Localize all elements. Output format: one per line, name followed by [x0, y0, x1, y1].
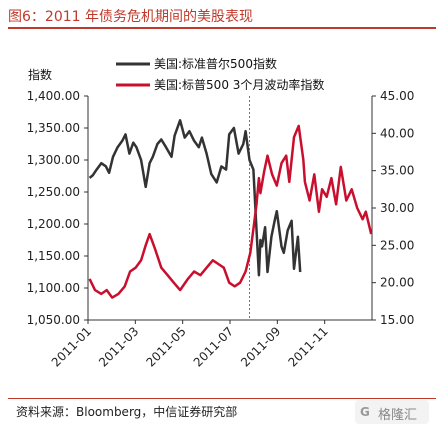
- right-tick-label: 40.00: [380, 126, 414, 140]
- left-tick-label: 1,250.00: [27, 185, 80, 199]
- right-tick-label: 35.00: [380, 164, 414, 178]
- left-tick-label: 1,350.00: [27, 121, 80, 135]
- x-tick-label: 2011-11: [285, 324, 330, 369]
- x-tick-label: 2011-01: [49, 324, 94, 369]
- right-tick-labels: 15.00 20.00 25.00 30.00 35.00 40.00 45.00: [372, 89, 414, 327]
- left-tick-label: 1,150.00: [27, 249, 80, 263]
- title-rule: [8, 27, 436, 29]
- right-tick-label: 45.00: [380, 89, 414, 103]
- series-line-sp500: [88, 119, 302, 277]
- series-line-volatility: [88, 124, 373, 299]
- legend-label-volatility: 美国:标普500 3个月波动率指数: [154, 77, 324, 92]
- legend: 美国:标准普尔500指数 美国:标普500 3个月波动率指数: [116, 56, 324, 92]
- watermark-logo-icon: G: [360, 405, 370, 419]
- left-tick-label: 1,200.00: [27, 217, 80, 231]
- series-layer: [88, 119, 373, 299]
- y-axis-title-left: 指数: [28, 67, 52, 82]
- right-tick-label: 20.00: [380, 276, 414, 290]
- right-tick-label: 25.00: [380, 238, 414, 252]
- right-tick-label: 15.00: [380, 313, 414, 327]
- chart: 指数 1,050.00 1,100.00 1,150.00 1,200.00 1,250…: [27, 56, 415, 370]
- figure-title: 图6：2011 年债务危机期间的美股表现: [8, 9, 253, 25]
- x-tick-label: 2011-03: [96, 324, 141, 369]
- source-rule: [8, 398, 436, 399]
- source-note: 资料来源：Bloomberg，中信证券研究部: [16, 405, 238, 419]
- x-tick-label: 2011-07: [191, 324, 236, 369]
- legend-label-sp500: 美国:标准普尔500指数: [154, 56, 277, 71]
- left-tick-label: 1,300.00: [27, 153, 80, 167]
- watermark-label: 格隆汇: [378, 408, 418, 423]
- left-tick-labels: 1,050.00 1,100.00 1,150.00 1,200.00 1,250.00…: [27, 89, 88, 327]
- x-tick-label: 2011-05: [143, 324, 188, 369]
- right-tick-label: 30.00: [380, 201, 414, 215]
- x-tick-labels: 2011-01 2011-03 2011-05 2011-07 2011-09 2011-…: [49, 320, 331, 370]
- left-tick-label: 1,100.00: [27, 281, 80, 295]
- x-tick-label: 2011-09: [238, 324, 283, 369]
- left-tick-label: 1,050.00: [27, 313, 80, 327]
- watermark-badge: [355, 400, 429, 424]
- left-tick-label: 1,400.00: [27, 89, 80, 103]
